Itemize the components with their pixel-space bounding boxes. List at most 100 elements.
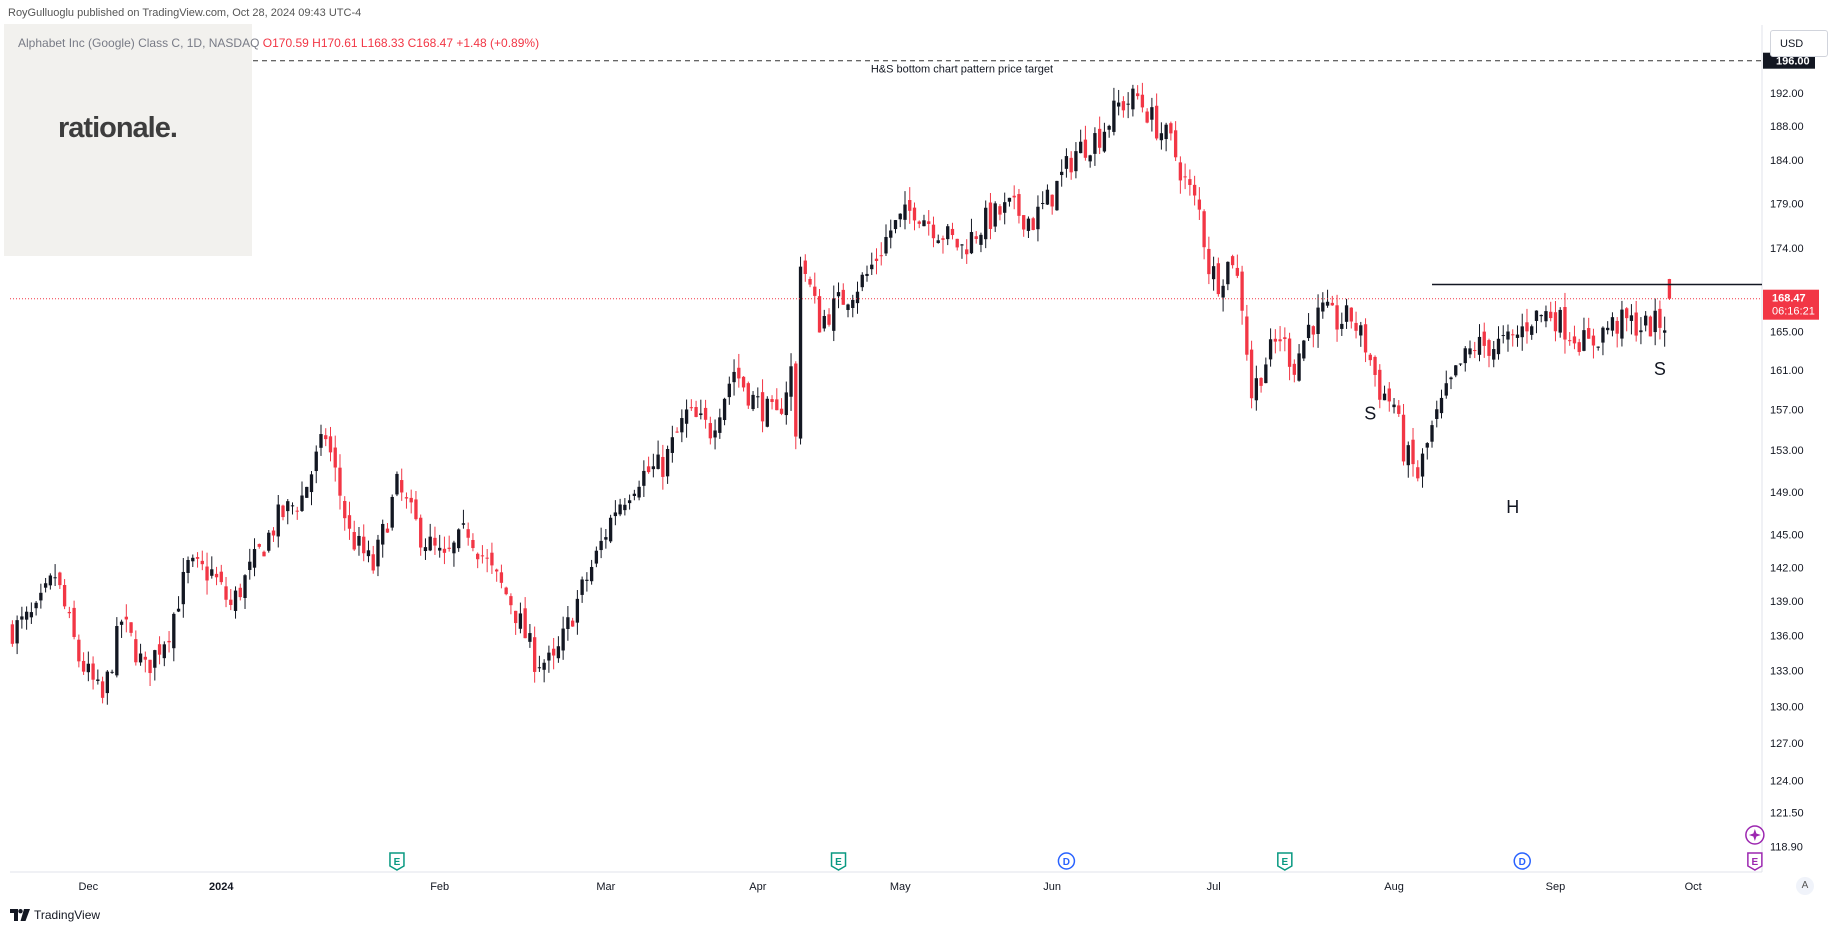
- candle-body[interactable]: [385, 528, 390, 533]
- candle-body[interactable]: [1648, 316, 1653, 337]
- candle-body[interactable]: [1344, 305, 1349, 322]
- dividend-badge[interactable]: [1513, 852, 1531, 870]
- candle-body[interactable]: [542, 662, 546, 670]
- candle-body[interactable]: [1534, 310, 1539, 321]
- candle-body[interactable]: [1477, 336, 1482, 355]
- candle-body[interactable]: [547, 652, 551, 661]
- candle-body[interactable]: [1207, 248, 1211, 275]
- candle-body[interactable]: [1069, 157, 1073, 173]
- candle-body[interactable]: [893, 220, 898, 230]
- candle-body[interactable]: [20, 616, 24, 620]
- candle-body[interactable]: [689, 407, 693, 409]
- candle-body[interactable]: [922, 220, 926, 227]
- candle-body[interactable]: [58, 572, 62, 586]
- candle-body[interactable]: [908, 200, 912, 211]
- candle-body[interactable]: [238, 587, 242, 598]
- candle-body[interactable]: [1373, 356, 1377, 375]
- candle-body[interactable]: [1468, 348, 1472, 355]
- candle-body[interactable]: [1264, 364, 1268, 384]
- candle-body[interactable]: [1596, 346, 1600, 348]
- candle-body[interactable]: [813, 286, 817, 296]
- candle-body[interactable]: [119, 621, 124, 625]
- candle-body[interactable]: [186, 560, 190, 573]
- earnings-badge[interactable]: [1747, 852, 1763, 871]
- candle-body[interactable]: [262, 551, 266, 557]
- candle-body[interactable]: [62, 585, 67, 607]
- candle-body[interactable]: [694, 407, 698, 417]
- candle-body[interactable]: [347, 515, 352, 529]
- candle-body[interactable]: [67, 611, 72, 614]
- candle-body[interactable]: [566, 617, 570, 629]
- candle-body[interactable]: [822, 316, 826, 329]
- candle-body[interactable]: [290, 505, 295, 507]
- candle-body[interactable]: [252, 549, 257, 568]
- earnings-badge[interactable]: [389, 852, 405, 871]
- candle-body[interactable]: [257, 544, 261, 547]
- candle-body[interactable]: [1259, 377, 1263, 386]
- candle-body[interactable]: [476, 553, 480, 560]
- candle-body[interactable]: [1416, 467, 1420, 479]
- candle-body[interactable]: [1582, 330, 1586, 351]
- candle-body[interactable]: [1145, 111, 1149, 123]
- candle-body[interactable]: [362, 536, 366, 554]
- candle-body[interactable]: [72, 607, 76, 637]
- candle-body[interactable]: [727, 383, 731, 398]
- candle-body[interactable]: [34, 602, 38, 609]
- candle-body[interactable]: [960, 244, 964, 246]
- candle-body[interactable]: [148, 659, 152, 674]
- candle-body[interactable]: [860, 274, 864, 288]
- candle-body[interactable]: [461, 523, 466, 525]
- candle-body[interactable]: [1458, 363, 1463, 365]
- candle-body[interactable]: [1116, 102, 1121, 107]
- candle-body[interactable]: [789, 366, 793, 397]
- candle-body[interactable]: [419, 517, 423, 548]
- candle-body[interactable]: [1454, 365, 1458, 376]
- candle-body[interactable]: [366, 550, 371, 557]
- candle-body[interactable]: [865, 273, 869, 276]
- candle-body[interactable]: [1126, 103, 1130, 105]
- candle-body[interactable]: [480, 555, 485, 557]
- candle-body[interactable]: [1387, 388, 1391, 402]
- candle-body[interactable]: [181, 571, 185, 605]
- candle-body[interactable]: [1401, 414, 1406, 462]
- candle-body[interactable]: [1615, 320, 1619, 334]
- candle-body[interactable]: [248, 561, 252, 570]
- candle-body[interactable]: [1031, 218, 1035, 230]
- candle-body[interactable]: [1378, 369, 1382, 400]
- candle-body[interactable]: [1658, 308, 1662, 328]
- candle-body[interactable]: [1273, 338, 1277, 342]
- candle-body[interactable]: [1359, 325, 1363, 336]
- candle-body[interactable]: [105, 671, 109, 694]
- candle-body[interactable]: [708, 423, 712, 439]
- candle-body[interactable]: [998, 206, 1002, 215]
- candle-body[interactable]: [713, 430, 717, 438]
- candle-body[interactable]: [1278, 339, 1282, 342]
- candle-body[interactable]: [898, 213, 902, 220]
- candle-body[interactable]: [1363, 324, 1368, 353]
- dividend-badge[interactable]: [1057, 852, 1076, 870]
- candle-body[interactable]: [1487, 340, 1491, 356]
- candle-body[interactable]: [1226, 261, 1230, 285]
- candle-body[interactable]: [1050, 194, 1054, 207]
- candle-body[interactable]: [1463, 348, 1467, 364]
- candle-body[interactable]: [775, 399, 779, 411]
- candle-body[interactable]: [1245, 316, 1249, 355]
- candle-body[interactable]: [338, 467, 342, 496]
- candle-body[interactable]: [1568, 340, 1572, 342]
- candle-body[interactable]: [319, 434, 323, 448]
- candle-body[interactable]: [718, 417, 722, 433]
- candle-body[interactable]: [438, 547, 442, 551]
- candle-body[interactable]: [271, 530, 276, 536]
- candle-body[interactable]: [1003, 202, 1007, 213]
- candle-body[interactable]: [1653, 310, 1657, 333]
- candle-body[interactable]: [680, 418, 684, 433]
- candle-body[interactable]: [1121, 101, 1126, 111]
- candle-body[interactable]: [594, 550, 599, 564]
- candle-body[interactable]: [851, 299, 855, 308]
- candle-body[interactable]: [765, 398, 769, 427]
- candle-body[interactable]: [941, 238, 945, 240]
- candle-body[interactable]: [1549, 311, 1553, 319]
- candle-body[interactable]: [1083, 139, 1088, 158]
- candle-body[interactable]: [1287, 338, 1292, 367]
